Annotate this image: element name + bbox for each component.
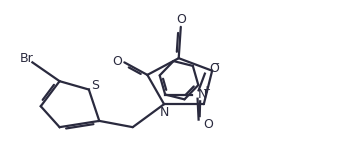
Text: −: − [212, 59, 220, 69]
Text: +: + [202, 85, 210, 95]
Text: O: O [176, 13, 186, 26]
Text: N: N [159, 106, 169, 119]
Text: S: S [91, 79, 99, 92]
Text: Br: Br [19, 52, 33, 65]
Text: O: O [112, 55, 122, 68]
Text: O: O [203, 118, 213, 131]
Text: N: N [198, 88, 207, 101]
Text: O: O [209, 62, 219, 75]
